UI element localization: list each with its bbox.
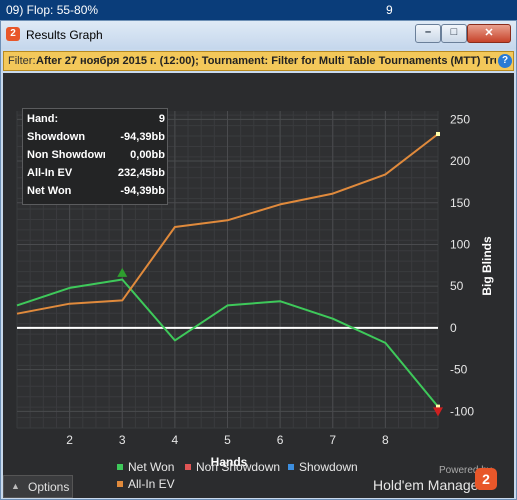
x-tick-label: 6 bbox=[277, 433, 284, 447]
options-button[interactable]: ▲ Options bbox=[3, 475, 73, 498]
stat-value: -94,39bb bbox=[120, 185, 165, 197]
legend-swatch bbox=[288, 464, 294, 470]
series-end-point bbox=[436, 404, 440, 409]
options-label: Options bbox=[28, 480, 70, 494]
x-tick-label: 7 bbox=[329, 433, 336, 447]
maximize-icon: □ bbox=[450, 26, 458, 38]
chevron-up-icon: ▲ bbox=[11, 481, 20, 491]
hand-stats-box: Hand: 9 Showdown -94,39bb Non Showdown 0,00… bbox=[22, 108, 168, 205]
x-tick-label: 4 bbox=[172, 433, 179, 447]
legend-swatch bbox=[117, 464, 123, 470]
minimize-icon: – bbox=[424, 26, 432, 38]
stat-label: Showdown bbox=[27, 131, 86, 143]
stat-value: -94,39bb bbox=[120, 131, 165, 143]
legend-label: All-In EV bbox=[128, 477, 175, 491]
stat-row-net-won: Net Won -94,39bb bbox=[27, 183, 165, 200]
close-button[interactable]: ✕ bbox=[467, 24, 511, 43]
help-icon[interactable]: ? bbox=[498, 54, 512, 68]
powered-by-text: Powered by bbox=[439, 465, 492, 476]
brand-name: Hold'em Manager bbox=[373, 477, 484, 493]
x-tick-label: 2 bbox=[66, 433, 73, 447]
row-count: 9 bbox=[386, 3, 393, 17]
stat-row-showdown: Showdown -94,39bb bbox=[27, 129, 165, 146]
event-marker-up-triangle bbox=[117, 267, 128, 277]
minimize-button[interactable]: – bbox=[415, 24, 441, 43]
graph-area: -100 -50 0 50 100 150 200 250 2 3 4 5 6 7 8 Hands Big Bl… bbox=[3, 73, 514, 498]
legend-swatch bbox=[117, 481, 123, 487]
stat-row-non-showdown: Non Showdown 0,00bb bbox=[27, 147, 165, 164]
y-tick-label: -50 bbox=[450, 363, 468, 377]
x-tick-label: 8 bbox=[382, 433, 389, 447]
legend-swatch bbox=[185, 464, 191, 470]
stat-label: Net Won bbox=[27, 185, 72, 197]
row-name: 09) Flop: 55-80% bbox=[6, 3, 99, 17]
legend-label: Net Won bbox=[128, 460, 175, 474]
stat-value: 9 bbox=[158, 113, 165, 125]
background-list-row[interactable]: 09) Flop: 55-80% 9 bbox=[0, 0, 517, 20]
x-tick-label: 3 bbox=[119, 433, 126, 447]
y-tick-label: 50 bbox=[450, 279, 464, 293]
series-line-net-won bbox=[16, 278, 439, 408]
brand-logo-icon: 2 bbox=[475, 468, 497, 490]
y-axis-title: Big Blinds bbox=[480, 236, 494, 296]
y-tick-label: 150 bbox=[450, 196, 470, 210]
stat-row-hand: Hand: 9 bbox=[27, 111, 165, 128]
legend-label: Non Showdown bbox=[196, 460, 281, 474]
stat-row-all-in-ev: All-In EV 232,45bb bbox=[27, 165, 165, 182]
x-axis-title: Hands bbox=[211, 455, 248, 469]
results-chart: -100 -50 0 50 100 150 200 250 2 3 4 5 6 7 8 Hands Big Bl… bbox=[16, 111, 494, 469]
filter-label: Filter: bbox=[8, 55, 36, 67]
results-graph-window: 2 Results Graph – □ ✕ Filter: After 27 н… bbox=[0, 20, 517, 500]
y-tick-label: 200 bbox=[450, 154, 470, 168]
stat-value: 232,45bb bbox=[117, 167, 165, 179]
y-tick-label: 0 bbox=[450, 321, 457, 335]
window-title: Results Graph bbox=[26, 28, 103, 42]
x-tick-label: 5 bbox=[224, 433, 231, 447]
series-line-all-in-ev bbox=[16, 133, 439, 315]
app-logo-icon: 2 bbox=[6, 27, 20, 41]
event-marker-down-triangle bbox=[433, 407, 443, 417]
legend-label: Showdown bbox=[299, 460, 358, 474]
series-end-point bbox=[436, 131, 440, 136]
y-tick-label: 250 bbox=[450, 112, 470, 126]
filter-bar[interactable]: Filter: After 27 ноября 2015 г. (12:00);… bbox=[3, 51, 514, 71]
stat-value: 0,00bb bbox=[130, 149, 165, 161]
y-tick-label: -100 bbox=[450, 404, 474, 418]
y-tick-label: 100 bbox=[450, 237, 470, 251]
close-icon: ✕ bbox=[484, 27, 494, 39]
maximize-button[interactable]: □ bbox=[441, 24, 467, 43]
stat-label: All-In EV bbox=[27, 167, 73, 179]
title-bar[interactable]: 2 Results Graph – □ ✕ bbox=[1, 21, 516, 49]
stat-label: Hand: bbox=[27, 113, 59, 125]
filter-text: After 27 ноября 2015 г. (12:00); Tournam… bbox=[36, 55, 496, 67]
stat-label: Non Showdown bbox=[27, 149, 105, 161]
